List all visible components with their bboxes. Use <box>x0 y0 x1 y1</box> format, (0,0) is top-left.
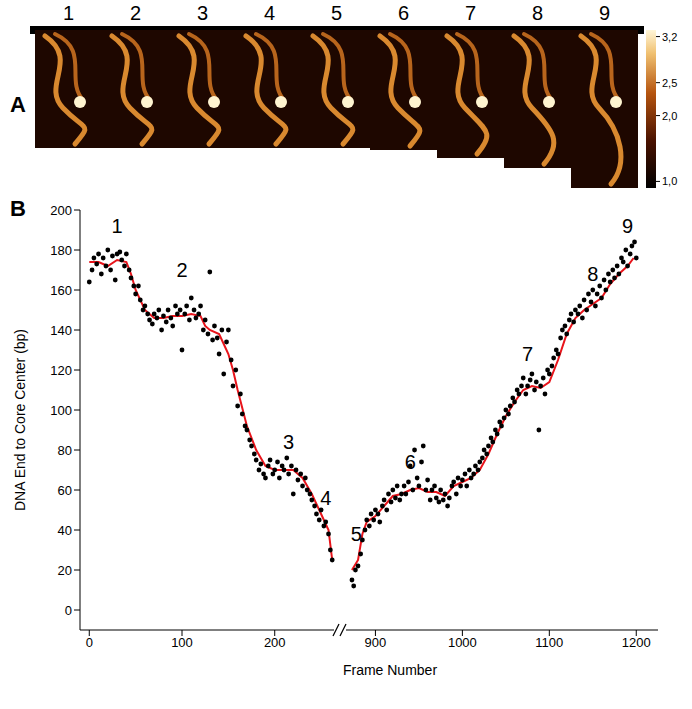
svg-text:1: 1 <box>63 2 74 24</box>
svg-text:900: 900 <box>365 635 387 650</box>
svg-text:100: 100 <box>50 403 72 418</box>
svg-text:120: 120 <box>50 363 72 378</box>
svg-text:100: 100 <box>171 635 193 650</box>
svg-text:1,0: 1,0 <box>662 175 677 187</box>
svg-text:0: 0 <box>65 603 72 618</box>
svg-text:1100: 1100 <box>535 635 563 650</box>
svg-text:5: 5 <box>331 2 342 24</box>
svg-text:60: 60 <box>58 483 72 498</box>
svg-text:DNA End to Core Center (bp): DNA End to Core Center (bp) <box>12 329 28 511</box>
svg-text:3: 3 <box>283 431 294 453</box>
svg-text:4: 4 <box>320 487 331 509</box>
svg-text:4: 4 <box>264 2 275 24</box>
svg-text:3: 3 <box>197 2 208 24</box>
svg-text:180: 180 <box>50 243 72 258</box>
html-text:B: B <box>10 196 26 221</box>
svg-text:1: 1 <box>112 215 123 237</box>
svg-text:200: 200 <box>50 203 72 218</box>
html-text:Frame Number: Frame Number <box>342 662 438 678</box>
svg-text:5: 5 <box>351 523 362 545</box>
svg-text:6: 6 <box>405 451 416 473</box>
svg-text:9: 9 <box>599 2 610 24</box>
svg-text:2,5: 2,5 <box>662 77 677 89</box>
svg-text:A: A <box>10 92 26 117</box>
svg-text:9: 9 <box>622 215 633 237</box>
svg-text:2: 2 <box>130 2 141 24</box>
svg-text:3,2: 3,2 <box>662 31 677 43</box>
svg-text:20: 20 <box>58 563 72 578</box>
svg-text:1000: 1000 <box>448 635 477 650</box>
svg-text:7: 7 <box>465 2 476 24</box>
svg-text:8: 8 <box>532 2 543 24</box>
svg-text:6: 6 <box>398 2 409 24</box>
svg-text:40: 40 <box>58 523 72 538</box>
svg-text:7: 7 <box>522 343 533 365</box>
svg-text:2,0: 2,0 <box>662 110 677 122</box>
svg-text:0: 0 <box>86 635 93 650</box>
svg-text:140: 140 <box>50 323 72 338</box>
svg-text:1200: 1200 <box>622 635 651 650</box>
svg-text:80: 80 <box>58 443 72 458</box>
svg-text:200: 200 <box>264 635 286 650</box>
svg-text:160: 160 <box>50 283 72 298</box>
svg-text:2: 2 <box>176 259 187 281</box>
svg-text:8: 8 <box>587 263 598 285</box>
